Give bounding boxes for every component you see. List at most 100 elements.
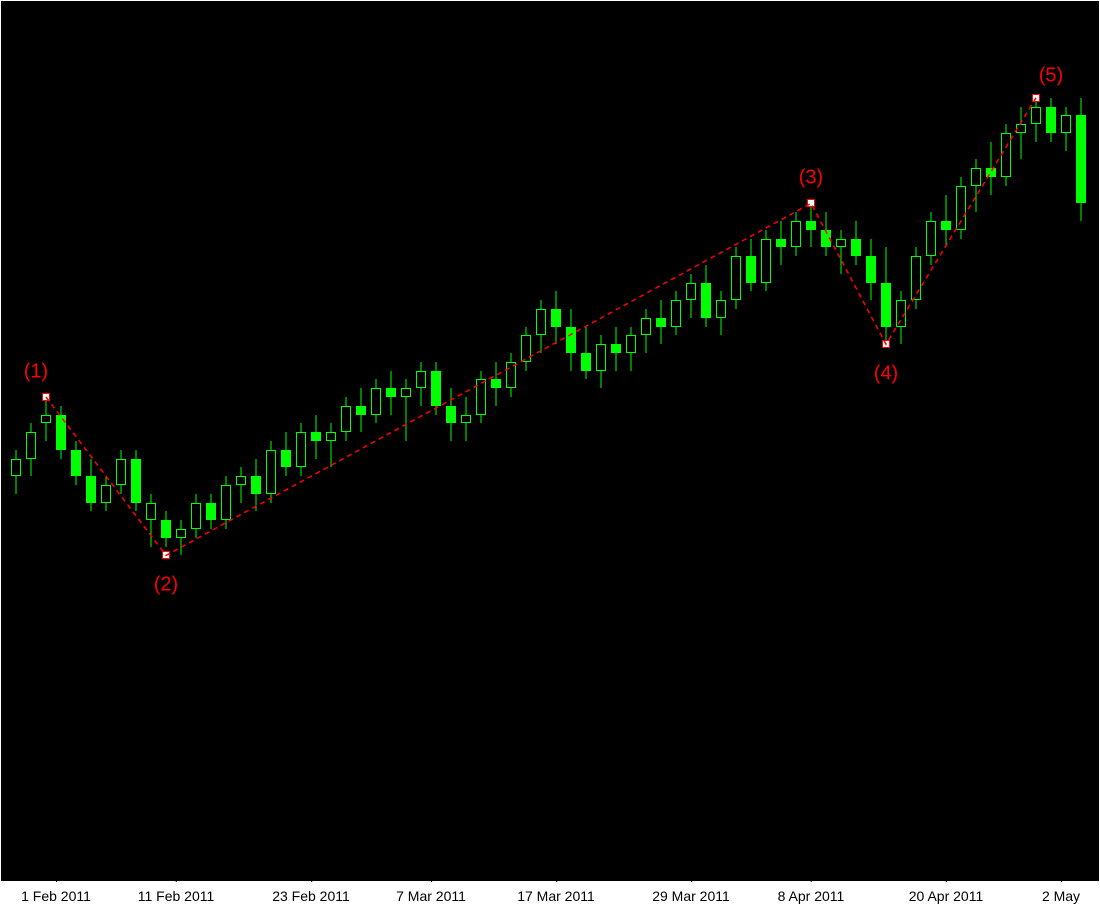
x-tick: 1 Feb 2011 bbox=[21, 882, 91, 904]
candle-body bbox=[521, 335, 531, 361]
candle-body bbox=[1061, 115, 1071, 133]
candle-body bbox=[476, 379, 486, 414]
candle-body bbox=[191, 503, 201, 529]
candle-body bbox=[356, 406, 366, 415]
wave-label: (1) bbox=[24, 361, 48, 384]
candle-wick bbox=[1021, 107, 1022, 160]
wave-label: (2) bbox=[154, 574, 178, 597]
wave-marker bbox=[807, 199, 815, 207]
candle-body bbox=[221, 485, 231, 520]
candle-body bbox=[71, 450, 81, 476]
candle-body bbox=[611, 344, 621, 353]
wave-marker bbox=[1032, 94, 1040, 102]
candle-body bbox=[731, 256, 741, 300]
candle-body bbox=[581, 353, 591, 371]
candle-body bbox=[686, 283, 696, 301]
x-tick-label: 7 Mar 2011 bbox=[396, 882, 466, 904]
x-axis: 1 Feb 2011 11 Feb 2011 23 Feb 2011 7 Mar 20… bbox=[1, 881, 1100, 920]
candle-body bbox=[386, 388, 396, 397]
candle-body bbox=[566, 327, 576, 353]
candle-body bbox=[266, 450, 276, 494]
wave-marker bbox=[162, 551, 170, 559]
candle-body bbox=[446, 406, 456, 424]
candle-body bbox=[851, 239, 861, 257]
candle-body bbox=[836, 239, 846, 248]
x-tick-label: 29 Mar 2011 bbox=[652, 882, 730, 904]
candle-body bbox=[1076, 115, 1086, 203]
candle-body bbox=[926, 221, 936, 256]
x-tick: 8 Apr 2011 bbox=[778, 882, 845, 904]
candle-body bbox=[41, 415, 51, 424]
x-tick: 23 Feb 2011 bbox=[272, 882, 350, 904]
candle-body bbox=[956, 186, 966, 230]
x-tick: 11 Feb 2011 bbox=[138, 882, 215, 904]
candle-body bbox=[311, 432, 321, 441]
candle-body bbox=[26, 432, 36, 458]
candle-wick bbox=[241, 467, 242, 502]
candle-body bbox=[551, 309, 561, 327]
candle-body bbox=[161, 520, 171, 538]
candle-body bbox=[536, 309, 546, 335]
x-tick: 17 Mar 2011 bbox=[517, 882, 595, 904]
candle-body bbox=[461, 415, 471, 424]
candle-body bbox=[101, 485, 111, 503]
candle-body bbox=[131, 459, 141, 503]
candle-body bbox=[776, 239, 786, 248]
candle-body bbox=[11, 459, 21, 477]
candle-body bbox=[986, 168, 996, 177]
candle-body bbox=[146, 503, 156, 521]
candle-body bbox=[341, 406, 351, 432]
candle-body bbox=[896, 300, 906, 326]
x-tick: 2 May bbox=[1042, 882, 1080, 904]
candle-body bbox=[746, 256, 756, 282]
candle-body bbox=[761, 239, 771, 283]
candle-body bbox=[506, 362, 516, 388]
x-tick-label: 20 Apr 2011 bbox=[909, 882, 983, 904]
candle-body bbox=[251, 476, 261, 494]
candle-body bbox=[491, 379, 501, 388]
candlestick-chart[interactable]: (1) (2) (3) (4) (5) 1 Feb 2011 11 Feb 2011 23 … bbox=[0, 0, 1100, 920]
x-tick-label: 23 Feb 2011 bbox=[272, 882, 350, 904]
x-tick-label: 2 May bbox=[1042, 882, 1080, 904]
x-tick: 29 Mar 2011 bbox=[652, 882, 730, 904]
wave-label: (5) bbox=[1039, 64, 1063, 87]
candle-body bbox=[656, 318, 666, 327]
candle-body bbox=[701, 283, 711, 318]
candle-body bbox=[971, 168, 981, 186]
candle-body bbox=[296, 432, 306, 467]
candle-body bbox=[1046, 107, 1056, 133]
candle-body bbox=[86, 476, 96, 502]
candle-body bbox=[821, 230, 831, 248]
candle-body bbox=[806, 221, 816, 230]
x-tick-label: 11 Feb 2011 bbox=[138, 882, 215, 904]
candle-body bbox=[866, 256, 876, 282]
chart-plot-area[interactable]: (1) (2) (3) (4) (5) bbox=[1, 1, 1100, 881]
candle-body bbox=[431, 371, 441, 406]
candle-body bbox=[371, 388, 381, 414]
candle-body bbox=[596, 344, 606, 370]
candle-body bbox=[1031, 107, 1041, 125]
wave-label: (4) bbox=[874, 363, 898, 386]
wave-label: (3) bbox=[799, 167, 823, 190]
candle-body bbox=[56, 415, 66, 450]
candle-body bbox=[671, 300, 681, 326]
x-tick-label: 17 Mar 2011 bbox=[517, 882, 595, 904]
candle-body bbox=[206, 503, 216, 521]
candle-body bbox=[401, 388, 411, 397]
candle-body bbox=[791, 221, 801, 247]
candle-wick bbox=[841, 230, 842, 274]
candle-body bbox=[716, 300, 726, 318]
candle-body bbox=[326, 432, 336, 441]
candle-body bbox=[881, 283, 891, 327]
candle-body bbox=[1001, 133, 1011, 177]
wave-marker bbox=[882, 340, 890, 348]
x-tick: 7 Mar 2011 bbox=[396, 882, 466, 904]
candle-body bbox=[941, 221, 951, 230]
x-tick-label: 1 Feb 2011 bbox=[21, 882, 91, 904]
wave-marker bbox=[42, 393, 50, 401]
candle-body bbox=[116, 459, 126, 485]
x-tick-label: 8 Apr 2011 bbox=[778, 882, 845, 904]
candle-body bbox=[416, 371, 426, 389]
x-tick: 20 Apr 2011 bbox=[909, 882, 983, 904]
candle-body bbox=[911, 256, 921, 300]
